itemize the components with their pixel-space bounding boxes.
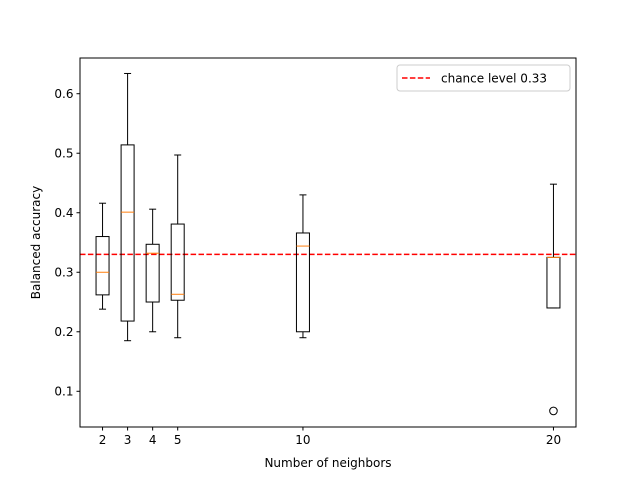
- box-group-k2: [95, 202, 110, 310]
- x-tick-label: 20: [546, 433, 561, 447]
- box-group-k10: [295, 194, 310, 339]
- y-tick-label: 0.3: [54, 265, 73, 279]
- y-tick-label: 0.2: [54, 325, 73, 339]
- legend: chance level 0.33: [396, 64, 571, 92]
- legend-label: chance level 0.33: [441, 72, 547, 86]
- x-tick-label: 3: [124, 433, 132, 447]
- box-iqr: [120, 144, 135, 322]
- y-tick-label: 0.1: [54, 384, 73, 398]
- x-tick-label: 5: [174, 433, 182, 447]
- y-tick-label: 0.6: [54, 87, 73, 101]
- boxes-layer: [95, 72, 561, 416]
- box-iqr: [95, 236, 110, 296]
- y-axis-ticks: 0.1 0.2 0.3 0.4 0.5 0.6: [54, 87, 80, 398]
- x-tick-label: 10: [295, 433, 310, 447]
- outlier-point: [549, 406, 558, 416]
- box-iqr: [170, 223, 185, 301]
- plot-frame: [79, 57, 577, 428]
- box-iqr: [145, 243, 160, 303]
- x-axis-label: Number of neighbors: [264, 456, 391, 470]
- box-group-k20: [546, 183, 561, 416]
- box-group-k5: [170, 154, 185, 339]
- y-tick-label: 0.5: [54, 146, 73, 160]
- y-axis-label: Balanced accuracy: [29, 186, 43, 299]
- x-tick-label: 4: [149, 433, 157, 447]
- x-tick-label: 2: [99, 433, 107, 447]
- box-iqr: [295, 232, 310, 333]
- legend-frame: [396, 64, 571, 92]
- box-group-k3: [120, 72, 135, 342]
- x-axis-ticks: 2 3 4 5 10 20: [99, 427, 561, 447]
- box-group-k4: [145, 208, 160, 333]
- y-tick-label: 0.4: [54, 206, 73, 220]
